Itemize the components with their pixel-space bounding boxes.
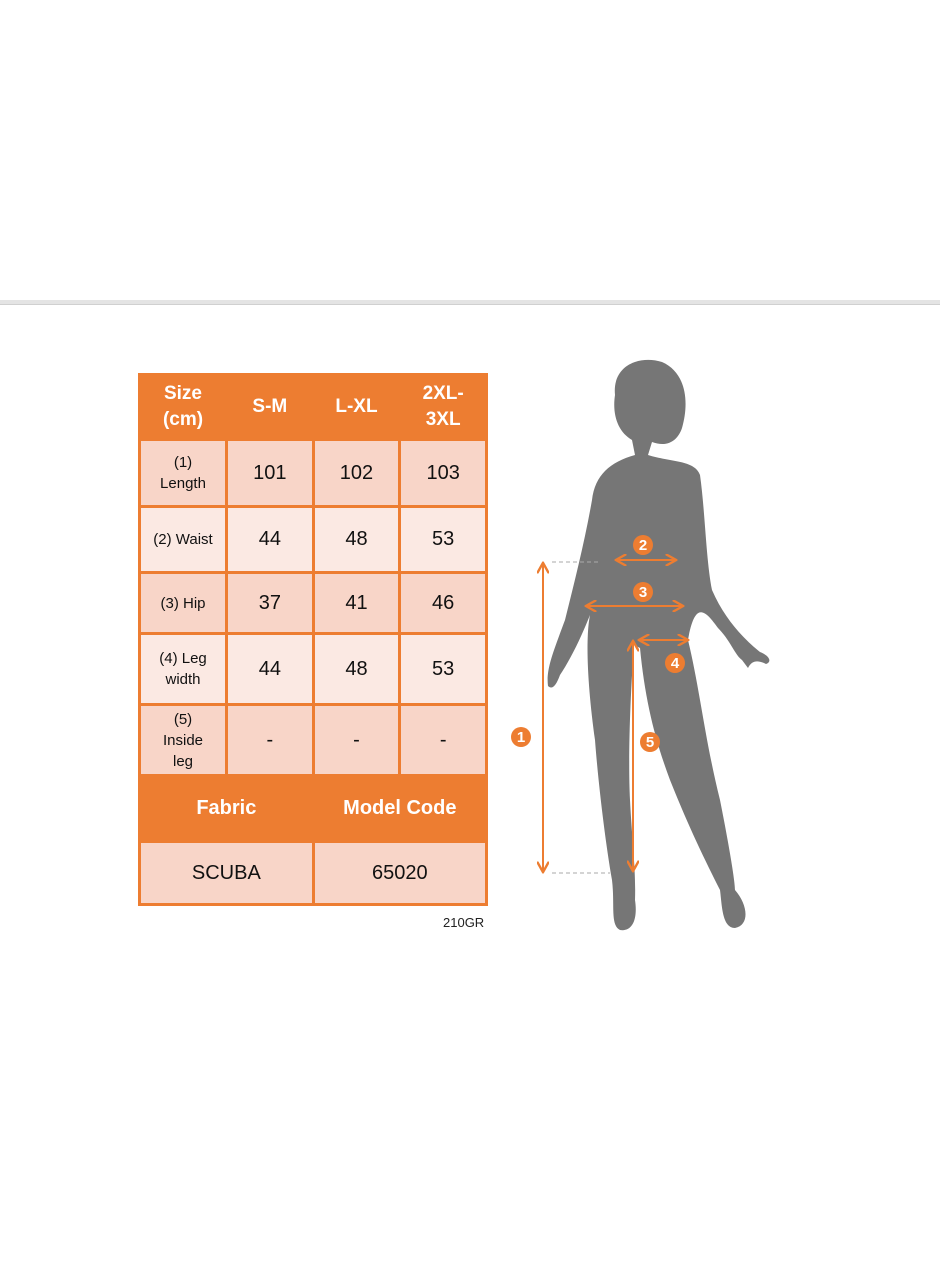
cell: 46 <box>398 571 488 635</box>
row-label: (4) Leg width <box>138 632 228 706</box>
table-row: (4) Leg width 44 48 53 <box>138 632 488 706</box>
cell: 41 <box>311 571 402 635</box>
header-s-m: S-M <box>225 373 315 441</box>
table-row: (2) Waist 44 48 53 <box>138 505 488 574</box>
badge-5: 5 <box>640 732 660 752</box>
product-code: 210GR <box>443 915 485 930</box>
svg-text:4: 4 <box>671 655 680 672</box>
table-row: (1) Length 101 102 103 <box>138 438 488 508</box>
table-row: (5) Inside leg - - - <box>138 703 488 777</box>
header-size: Size (cm) <box>138 373 228 441</box>
badge-3: 3 <box>633 582 653 602</box>
footer-value-row: SCUBA 65020 <box>138 840 489 906</box>
size-chart-table: Size (cm) S-M L-XL 2XL- 3XL (1) Length 1… <box>138 373 489 906</box>
row-label: (1) Length <box>138 438 228 508</box>
cell: 53 <box>398 505 488 574</box>
model-code-value: 65020 <box>311 840 489 906</box>
cell: 48 <box>311 632 402 706</box>
cell: - <box>398 703 488 777</box>
table-header-row: Size (cm) S-M L-XL 2XL- 3XL <box>138 373 488 441</box>
guide-lines <box>552 561 610 874</box>
fabric-value: SCUBA <box>138 840 315 906</box>
badge-1: 1 <box>511 727 531 747</box>
svg-text:2: 2 <box>639 537 647 554</box>
table-row: (3) Hip 37 41 46 <box>138 571 488 635</box>
cell: 102 <box>311 438 402 508</box>
header-l-xl: L-XL <box>311 373 402 441</box>
row-label: (2) Waist <box>138 505 228 574</box>
row-label: (5) Inside leg <box>138 703 228 777</box>
svg-text:3: 3 <box>639 584 647 601</box>
model-code-header: Model Code <box>311 774 489 843</box>
cell: 101 <box>225 438 315 508</box>
woman-silhouette <box>547 359 770 931</box>
cell: 37 <box>225 571 315 635</box>
cell: 103 <box>398 438 488 508</box>
cell: 53 <box>398 632 488 706</box>
svg-text:1: 1 <box>517 729 525 746</box>
footer-header-row: Fabric Model Code <box>138 774 489 843</box>
cell: 48 <box>311 505 402 574</box>
badge-4: 4 <box>665 653 685 673</box>
cell: - <box>311 703 402 777</box>
fabric-header: Fabric <box>138 774 315 843</box>
cell: 44 <box>225 632 315 706</box>
page-divider <box>0 300 940 305</box>
header-2xl-3xl: 2XL- 3XL <box>398 373 488 441</box>
cell: 44 <box>225 505 315 574</box>
svg-text:5: 5 <box>646 734 654 751</box>
cell: - <box>225 703 315 777</box>
badge-2: 2 <box>633 535 653 555</box>
row-label: (3) Hip <box>138 571 228 635</box>
